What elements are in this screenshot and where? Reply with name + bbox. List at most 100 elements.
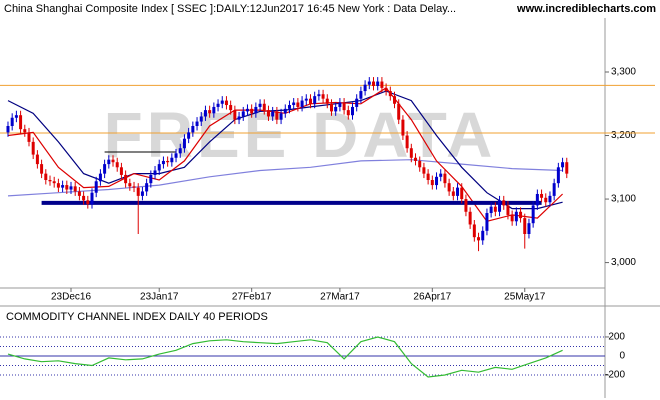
candle-body [241, 111, 245, 117]
candle-body [565, 162, 569, 174]
x-tick-label: 23Jan17 [140, 292, 179, 303]
candle-body [111, 159, 115, 163]
candle-body [296, 102, 300, 107]
candle-body [199, 116, 203, 122]
candle-body [300, 100, 304, 107]
candle-body [393, 96, 397, 104]
candle-body [485, 213, 489, 231]
candle-body [245, 108, 249, 112]
x-tick-label: 27Mar17 [320, 292, 360, 303]
candle-body [31, 141, 35, 155]
y-tick-label: 3,200 [611, 130, 636, 141]
candle-body [90, 192, 94, 205]
candle-body [56, 183, 60, 188]
candle-body [342, 102, 346, 111]
candle-body [506, 205, 510, 215]
candle-body [477, 237, 481, 241]
candle-body [346, 110, 350, 116]
candle-body [140, 191, 144, 196]
candle-body [548, 195, 552, 203]
candle-body [19, 115, 23, 130]
candle-body [422, 167, 426, 174]
candle-body [258, 103, 262, 107]
candle-body [69, 186, 73, 190]
candle-body [65, 185, 69, 190]
candle-body [44, 173, 48, 180]
candle-body [195, 121, 199, 126]
candle-body [237, 116, 241, 120]
candle-body [224, 100, 228, 106]
x-tick-label: 27Feb17 [232, 292, 272, 303]
cci-title: COMMODITY CHANNEL INDEX DAILY 40 PERIODS [6, 311, 268, 323]
candle-body [531, 205, 535, 224]
y-tick-label: -200 [605, 370, 625, 381]
candle-body [73, 186, 77, 192]
candle-body [124, 174, 128, 184]
candle-body [544, 197, 548, 203]
candle-body [292, 102, 296, 106]
candle-body [40, 164, 44, 174]
candle-body [115, 162, 119, 168]
candle-body [460, 187, 464, 200]
candle-body [363, 84, 367, 92]
candle-body [510, 214, 514, 222]
candle-body [481, 230, 485, 241]
candle-body [27, 132, 31, 142]
candle-body [523, 218, 527, 234]
candle-body [10, 117, 14, 126]
candle-body [502, 200, 506, 206]
candle-body [313, 96, 317, 104]
chart-title: China Shanghai Composite Index [ SSEC ]:… [4, 3, 456, 15]
x-tick-label: 26Apr17 [413, 292, 451, 303]
candle-body [149, 174, 153, 184]
candle-body [94, 181, 98, 193]
candle-body [376, 81, 380, 86]
candle-body [128, 183, 132, 187]
candle-body [355, 98, 359, 107]
candle-body [208, 110, 212, 114]
candle-body [182, 138, 186, 149]
candle-body [283, 108, 287, 114]
candle-body [279, 113, 283, 120]
candle-body [107, 159, 111, 165]
candle-body [191, 126, 195, 133]
y-tick-label: 3,000 [611, 257, 636, 268]
candle-body [203, 110, 207, 117]
candle-body [212, 106, 216, 114]
candle-body [430, 180, 434, 186]
candle-body [6, 126, 10, 133]
candle-body [456, 187, 460, 196]
candle-body [250, 108, 254, 114]
candle-body [275, 111, 279, 120]
candle-body [262, 103, 266, 111]
y-tick-label: 3,300 [611, 67, 636, 78]
candle-body [464, 199, 468, 212]
candle-body [48, 180, 52, 182]
candle-body [397, 103, 401, 120]
candle-body [308, 98, 312, 104]
candle-body [552, 183, 556, 196]
y-tick-label: 0 [619, 351, 625, 362]
candle-body [359, 91, 363, 99]
candle-body [527, 223, 531, 234]
candle-body [409, 148, 413, 158]
candle-body [220, 100, 224, 104]
candle-body [535, 193, 539, 206]
candle-body [498, 200, 502, 212]
candle-body [119, 167, 123, 175]
candle-body [14, 115, 18, 118]
candle-body [561, 162, 565, 168]
candle-body [254, 106, 258, 114]
candle-body [174, 153, 178, 158]
candle-body [472, 224, 476, 238]
candle-body [401, 119, 405, 136]
y-tick-label: 3,100 [611, 194, 636, 205]
candle-body [178, 148, 182, 154]
candle-body [372, 81, 376, 86]
candle-body [216, 103, 220, 107]
candle-body [170, 157, 174, 163]
candle-body [329, 103, 333, 112]
candle-body [157, 164, 161, 171]
